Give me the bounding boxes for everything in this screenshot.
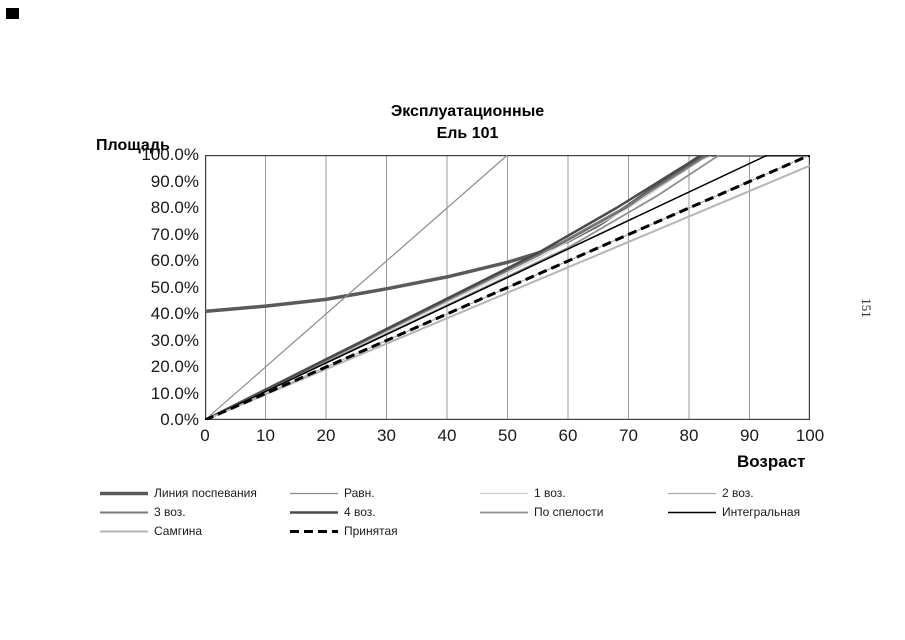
legend-item: Равн. <box>290 486 375 500</box>
y-tick-label: 50.0% <box>150 277 199 297</box>
legend-line-sample <box>480 511 528 513</box>
legend-label: Равн. <box>344 486 375 500</box>
x-tick-label: 90 <box>740 426 759 445</box>
legend-label: По спелости <box>534 505 604 519</box>
legend-label: 1 воз. <box>534 486 566 500</box>
legend-item: 3 воз. <box>100 505 186 519</box>
legend-label: Линия поспевания <box>154 486 257 500</box>
series-line <box>205 155 810 420</box>
y-tick-label: 70.0% <box>150 224 199 244</box>
scan-artifact <box>6 8 19 19</box>
legend-line-sample <box>668 511 716 513</box>
x-axis-label: Возраст <box>737 452 806 471</box>
legend-line-sample <box>100 530 148 532</box>
legend-item: 4 воз. <box>290 505 376 519</box>
y-tick-label: 40.0% <box>150 304 199 323</box>
series-line <box>205 155 810 420</box>
legend-line-sample <box>100 491 148 495</box>
x-tick-label: 10 <box>256 426 275 445</box>
y-tick-label: 80.0% <box>150 198 199 217</box>
legend-line-sample <box>290 510 338 514</box>
series-line <box>205 155 810 420</box>
legend-line-sample <box>100 511 148 513</box>
legend-label: 4 воз. <box>344 505 376 519</box>
legend-item: Линия поспевания <box>100 486 257 500</box>
chart-title-line2: Ель 101 <box>436 124 499 142</box>
legend-label: Принятая <box>344 524 398 538</box>
plot-area <box>205 155 810 420</box>
x-tick-label: 30 <box>377 426 396 445</box>
series-line <box>205 164 810 420</box>
x-tick-label: 60 <box>558 426 578 445</box>
legend-line-sample <box>480 492 528 494</box>
legend-line-sample <box>668 492 716 494</box>
x-tick-label: 50 <box>498 426 517 445</box>
legend-label: 3 воз. <box>154 505 186 519</box>
x-tick-label: 20 <box>316 426 336 445</box>
legend-item: Принятая <box>290 524 398 538</box>
y-tick-label: 20.0% <box>150 357 199 376</box>
series-line <box>205 155 508 420</box>
x-tick-label: 0 <box>200 426 210 445</box>
legend-label: Интегральная <box>722 505 801 519</box>
y-tick-label: 30.0% <box>150 330 199 350</box>
legend-label: Самгина <box>154 524 203 538</box>
rotated-page-number: 151 <box>858 298 874 318</box>
legend-item: 1 воз. <box>480 486 566 500</box>
legend-line-sample <box>290 492 338 494</box>
x-tick-label: 100 <box>795 426 825 445</box>
y-tick-label: 100.0% <box>141 145 199 164</box>
series-line <box>205 155 810 420</box>
legend-line-sample <box>290 529 338 533</box>
x-tick-label: 70 <box>619 426 638 445</box>
y-tick-label: 10.0% <box>150 383 199 403</box>
x-tick-label: 40 <box>437 426 457 445</box>
y-axis-label: Площадь <box>96 137 170 154</box>
legend-item: 2 воз. <box>668 486 754 500</box>
chart-title: Эксплуатационные Ель 101 <box>95 101 840 144</box>
chart-title-line1: Эксплуатационные <box>390 103 545 120</box>
x-tick-label: 80 <box>679 426 699 445</box>
legend-label: 2 воз. <box>722 486 754 500</box>
legend-item: Самгина <box>100 524 203 538</box>
series-line <box>205 155 810 420</box>
line-chart <box>205 155 810 420</box>
y-tick-label: 60.0% <box>150 251 199 270</box>
y-tick-label: 90.0% <box>150 171 199 191</box>
legend-item: По спелости <box>480 505 604 519</box>
legend-item: Интегральная <box>668 505 801 519</box>
y-tick-label: 0.0% <box>160 410 199 429</box>
